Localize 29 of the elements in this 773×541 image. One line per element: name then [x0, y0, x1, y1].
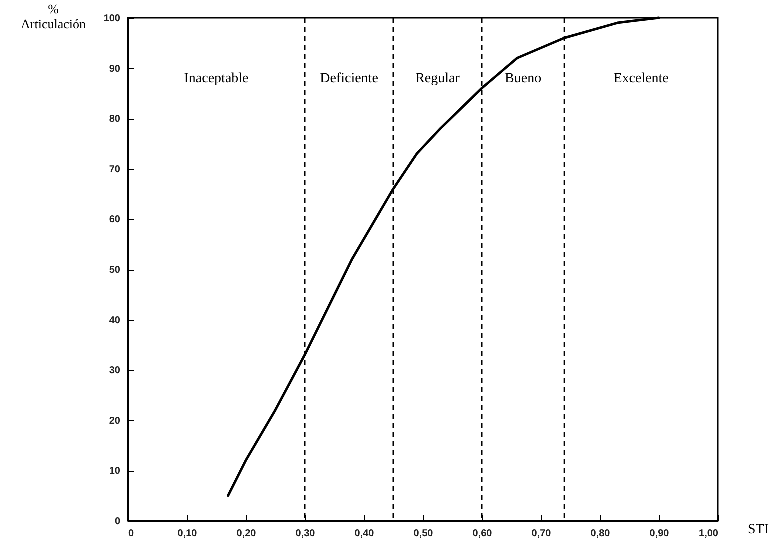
x-tick-label: 0,20 — [236, 528, 257, 540]
x-tick-label: 1,00 — [699, 528, 719, 540]
y-axis-title: % Articulación — [21, 2, 86, 32]
x-tick-label: 0 — [128, 528, 134, 540]
x-tick-label: 0,10 — [178, 528, 198, 540]
annotation: Inaceptable — [184, 71, 249, 86]
x-tick-label: 0,30 — [296, 528, 316, 540]
annotation: Regular — [416, 71, 460, 86]
y-tick-label: 20 — [109, 416, 121, 427]
y-tick-label: 100 — [104, 14, 121, 24]
x-tick-label: 0,40 — [354, 528, 375, 540]
annotation: Bueno — [505, 71, 542, 86]
annotation: Excelente — [614, 71, 669, 86]
x-tick-label: 0,60 — [472, 528, 493, 540]
y-tick-label: 40 — [109, 315, 121, 326]
y-tick-label: 80 — [109, 114, 121, 126]
y-tick-label: 0 — [114, 516, 121, 528]
x-tick-label: 0,80 — [590, 528, 611, 540]
y-tick-label: 60 — [109, 214, 121, 226]
y-tick-label: 90 — [109, 64, 121, 75]
y-tick-label: 50 — [109, 265, 121, 276]
x-axis-title: STI — [748, 522, 770, 538]
x-tick-label: 0,70 — [532, 528, 552, 540]
y-tick-label: 10 — [109, 466, 121, 478]
y-tick-label: 70 — [109, 164, 121, 176]
x-tick-label: 0,50 — [414, 528, 434, 540]
y-tick-label: 30 — [109, 366, 121, 377]
annotation: Deficiente — [320, 71, 378, 86]
x-tick-label: 0,90 — [650, 528, 670, 540]
